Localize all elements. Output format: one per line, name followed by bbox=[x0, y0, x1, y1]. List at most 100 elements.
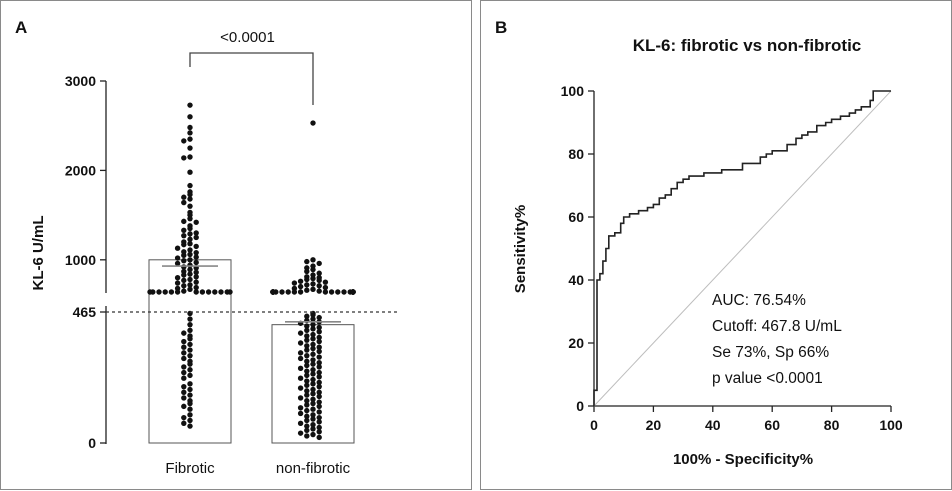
data-point bbox=[187, 276, 193, 283]
data-point bbox=[193, 219, 199, 225]
data-point bbox=[304, 258, 310, 265]
data-point bbox=[193, 243, 199, 250]
data-point bbox=[310, 412, 316, 418]
data-point bbox=[316, 403, 322, 410]
axes-a: 1000 2000 3000 0 465 bbox=[65, 73, 107, 451]
data-point bbox=[316, 288, 322, 294]
y-tick-label-2000: 2000 bbox=[65, 162, 96, 178]
data-point bbox=[316, 354, 322, 360]
data-point bbox=[181, 414, 187, 421]
data-point bbox=[297, 365, 304, 372]
data-point bbox=[181, 199, 187, 206]
data-point bbox=[181, 369, 187, 376]
data-point bbox=[187, 386, 193, 393]
data-point bbox=[316, 414, 322, 421]
data-point bbox=[310, 257, 316, 263]
data-point bbox=[227, 289, 233, 295]
data-point bbox=[316, 270, 322, 276]
data-point bbox=[316, 399, 322, 405]
data-point bbox=[218, 289, 224, 295]
data-point bbox=[297, 340, 304, 346]
data-point bbox=[168, 289, 175, 295]
data-point bbox=[181, 383, 187, 390]
y-tick-label-b-0: 0 bbox=[576, 398, 584, 414]
data-point bbox=[187, 406, 193, 412]
data-point bbox=[181, 364, 187, 370]
data-point bbox=[297, 330, 304, 336]
data-point bbox=[304, 323, 310, 329]
data-point bbox=[187, 182, 193, 189]
data-point bbox=[187, 266, 193, 273]
data-point bbox=[310, 426, 316, 432]
data-point bbox=[187, 257, 193, 263]
data-point bbox=[181, 288, 187, 294]
data-point bbox=[181, 241, 187, 248]
data-point bbox=[310, 400, 316, 407]
data-point bbox=[304, 382, 310, 388]
data-point bbox=[310, 331, 316, 338]
mean-lines-a bbox=[162, 265, 341, 323]
data-point bbox=[316, 393, 322, 400]
data-point bbox=[316, 434, 322, 441]
data-point bbox=[316, 389, 322, 395]
roc-curve bbox=[593, 90, 891, 406]
data-point bbox=[310, 376, 316, 383]
data-point bbox=[181, 350, 187, 356]
data-point bbox=[181, 283, 187, 289]
data-point bbox=[187, 321, 193, 328]
annotation-auc: AUC: 76.54% bbox=[712, 292, 806, 309]
data-point bbox=[304, 333, 310, 339]
data-point bbox=[297, 420, 304, 426]
data-point bbox=[193, 284, 199, 291]
data-point bbox=[304, 313, 310, 319]
data-point bbox=[187, 352, 193, 359]
data-point bbox=[310, 281, 316, 287]
data-point bbox=[304, 398, 310, 404]
data-point bbox=[193, 269, 199, 276]
data-point bbox=[310, 326, 316, 332]
x-tick-label-b-60: 60 bbox=[764, 417, 780, 433]
panel-a: A KL-6 U/mL 1000 2000 3000 0 465 <0.0001 Fib… bbox=[0, 0, 472, 490]
data-point bbox=[187, 203, 193, 209]
data-point bbox=[187, 130, 193, 136]
data-point bbox=[322, 289, 329, 295]
data-point bbox=[304, 423, 310, 429]
data-point bbox=[316, 334, 322, 341]
data-point bbox=[304, 276, 310, 283]
data-point bbox=[304, 368, 310, 374]
data-point bbox=[187, 169, 193, 175]
data-point bbox=[187, 347, 193, 353]
data-point bbox=[316, 364, 322, 370]
data-point bbox=[297, 410, 304, 417]
data-point bbox=[187, 336, 193, 342]
data-point bbox=[212, 289, 218, 295]
data-point bbox=[187, 327, 193, 334]
data-point bbox=[187, 381, 193, 387]
dot-plot-kl6: A KL-6 U/mL 1000 2000 3000 0 465 <0.0001 Fib… bbox=[15, 18, 399, 477]
data-point bbox=[297, 405, 304, 411]
data-point bbox=[316, 283, 322, 289]
data-point bbox=[187, 191, 193, 198]
data-point bbox=[322, 284, 329, 291]
data-point bbox=[147, 289, 153, 295]
data-point bbox=[174, 289, 181, 295]
data-point bbox=[187, 341, 193, 348]
data-point bbox=[187, 114, 193, 120]
data-point bbox=[322, 279, 329, 285]
data-point bbox=[316, 324, 322, 331]
data-point bbox=[304, 407, 310, 414]
data-point bbox=[310, 336, 316, 342]
data-point bbox=[187, 196, 193, 202]
significance-label: <0.0001 bbox=[220, 29, 275, 46]
data-point bbox=[270, 289, 276, 295]
data-point bbox=[187, 136, 193, 142]
data-point bbox=[187, 423, 193, 429]
data-point bbox=[187, 225, 193, 232]
data-point bbox=[310, 381, 316, 387]
data-point bbox=[304, 402, 310, 408]
data-point bbox=[310, 371, 316, 377]
data-point bbox=[316, 338, 322, 345]
data-point bbox=[187, 145, 193, 151]
data-point bbox=[304, 372, 310, 379]
data-point bbox=[304, 388, 310, 394]
